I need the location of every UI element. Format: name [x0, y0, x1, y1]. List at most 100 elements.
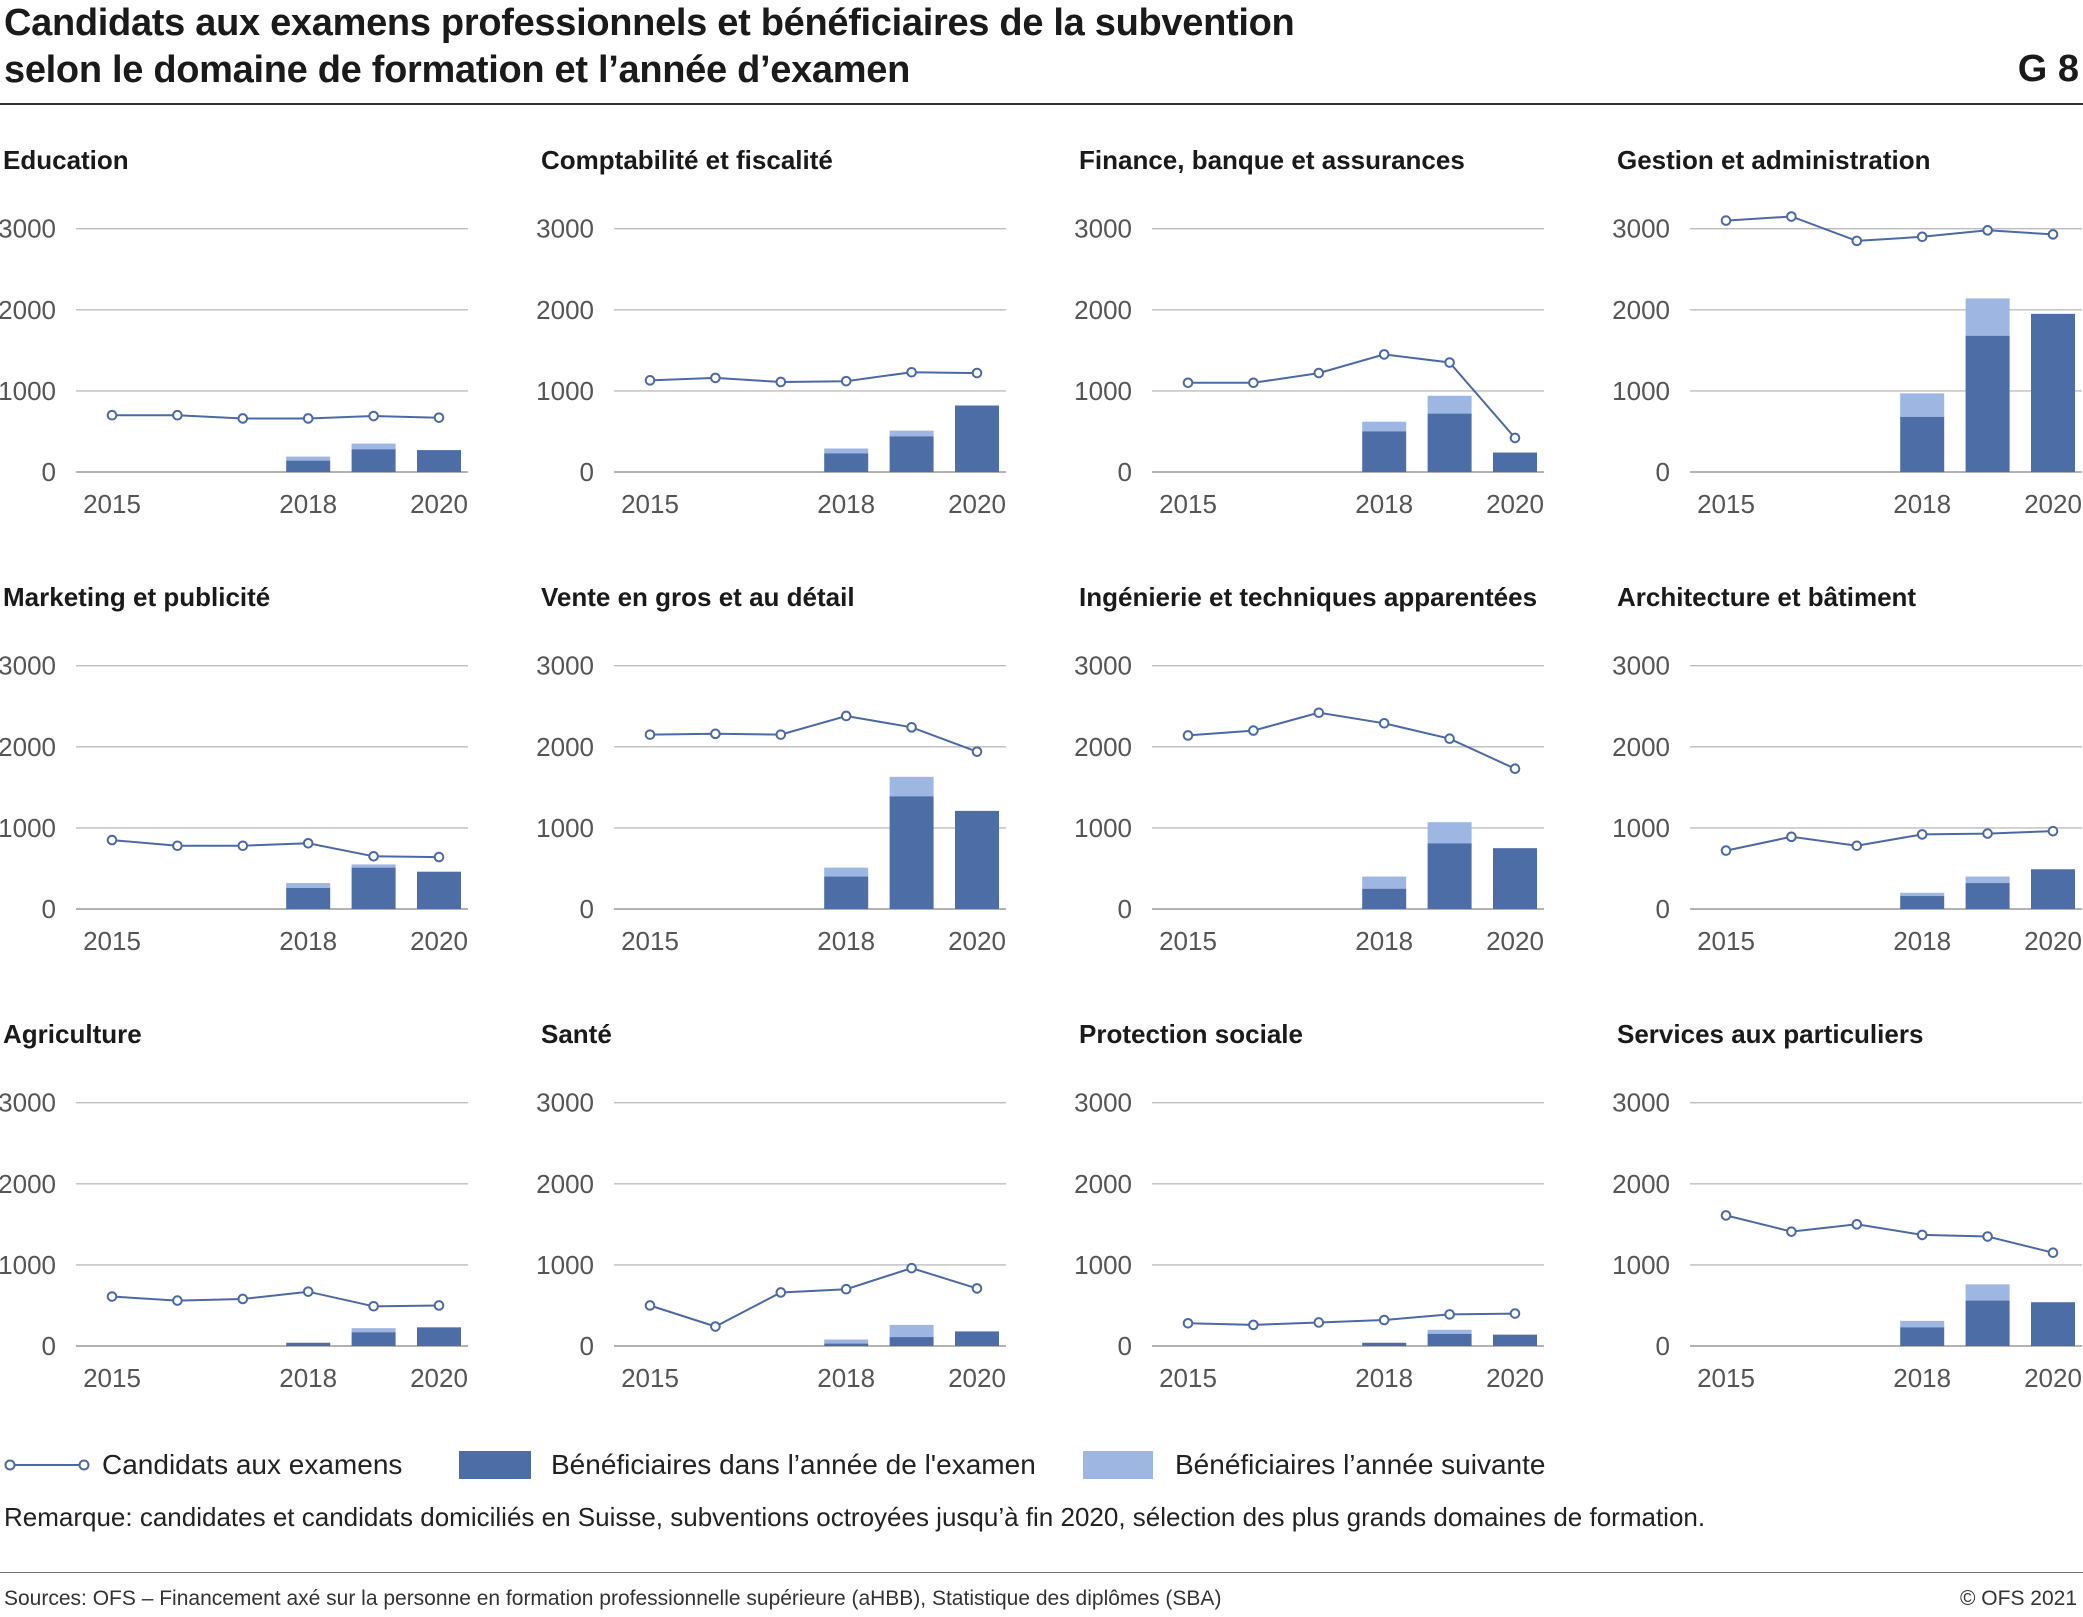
bar-next-year	[1965, 1284, 2010, 1301]
candidates-line	[1187, 711, 1516, 770]
bar-next-year	[1362, 421, 1407, 432]
panel-title: Services aux particuliers	[1617, 1019, 1923, 1049]
bar-exam-year	[1965, 335, 2010, 472]
bar-next-year	[1965, 298, 2010, 336]
bar-exam-year	[1493, 452, 1537, 472]
candidates-point	[840, 710, 852, 722]
candidates-point	[1182, 1317, 1194, 1329]
bar-exam-year	[1900, 896, 1945, 909]
x-tick-label: 2018	[1355, 926, 1413, 956]
candidates-line	[1187, 1312, 1516, 1326]
bar-next-year	[1362, 876, 1407, 889]
x-tick-label: 2020	[1486, 1363, 1544, 1393]
candidates-point	[971, 746, 983, 757]
graph-number: G 8	[2017, 48, 2079, 90]
x-tick-label: 2015	[621, 1363, 679, 1393]
x-tick-label: 2020	[1486, 489, 1544, 519]
candidates-point	[710, 372, 721, 384]
legend-label-beneficiaries-exam-year: Bénéficiaires dans l’année de l'examen	[551, 1449, 1036, 1480]
bar-next-year	[889, 430, 934, 437]
y-tick-label: 1000	[1074, 376, 1132, 406]
bar-exam-year	[1427, 843, 1472, 909]
candidates-point	[1313, 707, 1325, 719]
candidates-line	[111, 1290, 440, 1308]
y-tick-label: 2000	[1612, 295, 1670, 325]
y-tick-label: 1000	[0, 1250, 56, 1280]
x-tick-label: 2015	[1697, 926, 1755, 956]
x-tick-label: 2015	[621, 926, 679, 956]
candidates-point	[1182, 377, 1194, 389]
y-tick-label: 3000	[0, 651, 56, 681]
bar-exam-year	[417, 1327, 461, 1346]
x-tick-label: 2015	[1159, 489, 1217, 519]
copyright: © OFS 2021	[1959, 1587, 2077, 1610]
candidates-point	[302, 838, 314, 849]
remark-note: Remarque: candidates et candidats domici…	[4, 1502, 1706, 1532]
x-tick-label: 2020	[410, 489, 468, 519]
y-tick-label: 2000	[0, 1169, 56, 1199]
candidates-point	[106, 1291, 118, 1302]
candidates-line	[649, 371, 978, 384]
candidates-point	[1786, 831, 1797, 843]
x-tick-label: 2020	[948, 489, 1006, 519]
legend-line-marker	[4, 1459, 90, 1471]
candidates-line	[649, 714, 978, 753]
y-tick-label: 3000	[1074, 214, 1132, 244]
x-tick-label: 2018	[817, 926, 875, 956]
candidates-point	[971, 1283, 983, 1294]
candidates-point	[906, 366, 917, 378]
y-tick-label: 3000	[0, 214, 56, 244]
y-tick-label: 0	[1118, 1331, 1132, 1361]
y-tick-label: 2000	[536, 295, 594, 325]
x-tick-label: 2020	[410, 1363, 468, 1393]
candidates-line	[1188, 353, 1516, 439]
bar-next-year	[824, 867, 869, 877]
candidates-point	[840, 1283, 852, 1295]
panel-title: Marketing et publicité	[3, 582, 270, 612]
y-tick-label: 3000	[1612, 214, 1670, 244]
y-tick-label: 3000	[1074, 1088, 1132, 1118]
bar-next-year	[889, 776, 934, 797]
legend-item-beneficiaries-next-year: Bénéficiaires l’année suivante	[1083, 1440, 1545, 1490]
bar-exam-year	[1362, 431, 1407, 472]
y-tick-label: 1000	[0, 813, 56, 843]
candidates-point	[2047, 1247, 2059, 1259]
y-tick-label: 2000	[536, 1169, 594, 1199]
x-tick-label: 2018	[279, 489, 337, 519]
candidates-point	[1378, 717, 1390, 729]
candidates-point	[906, 1262, 917, 1274]
bar-exam-year	[824, 453, 869, 472]
candidates-point	[1444, 357, 1455, 368]
bar-exam-year	[1427, 413, 1472, 472]
candidates-point	[368, 1300, 379, 1312]
candidates-point	[710, 728, 721, 740]
y-tick-label: 0	[1118, 894, 1132, 924]
y-tick-label: 3000	[1612, 651, 1670, 681]
y-tick-label: 3000	[1612, 1088, 1670, 1118]
candidates-point	[368, 850, 379, 862]
candidates-point	[1182, 730, 1194, 741]
candidates-point	[237, 1293, 249, 1305]
bar-exam-year	[417, 450, 461, 472]
candidates-line	[1725, 215, 2054, 242]
candidates-line	[111, 839, 440, 859]
candidates-point	[1916, 1229, 1928, 1241]
x-tick-label: 2018	[817, 489, 875, 519]
y-tick-label: 1000	[536, 813, 594, 843]
y-tick-label: 1000	[1612, 1250, 1670, 1280]
panel-title: Protection sociale	[1079, 1019, 1303, 1049]
chart-title-line2: selon le domaine de formation et l’année…	[4, 49, 910, 91]
candidates-point	[1313, 1317, 1325, 1328]
x-tick-label: 2015	[1159, 1363, 1217, 1393]
bar-exam-year	[2031, 313, 2075, 472]
bar-exam-year	[1362, 888, 1407, 909]
y-tick-label: 0	[580, 1331, 594, 1361]
x-tick-label: 2020	[1486, 926, 1544, 956]
bar-exam-year	[1965, 1300, 2010, 1346]
x-tick-label: 2015	[1159, 926, 1217, 956]
y-tick-label: 0	[1118, 457, 1132, 487]
candidates-point	[433, 412, 445, 423]
legend-label-beneficiaries-next-year: Bénéficiaires l’année suivante	[1175, 1449, 1546, 1480]
y-tick-label: 0	[580, 894, 594, 924]
candidates-point	[1851, 1219, 1863, 1230]
